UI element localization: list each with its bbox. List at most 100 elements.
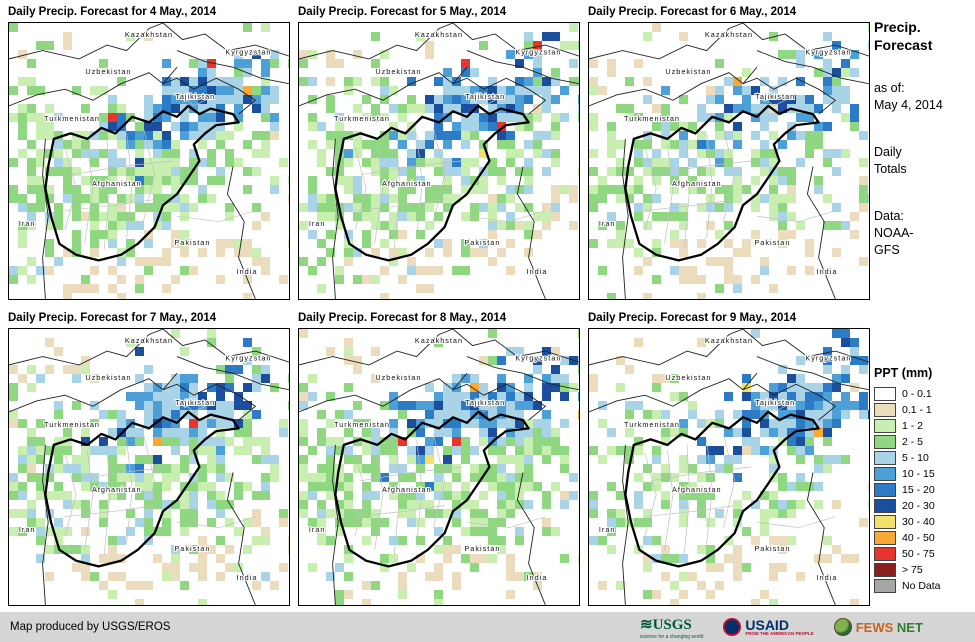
usgs-tagline: science for a changing world [640, 633, 704, 640]
legend-item-label: 40 - 50 [902, 532, 935, 544]
country-label-uzbekistan: Uzbekistan [85, 373, 131, 382]
country-label-afghanistan: Afghanistan [672, 485, 722, 494]
country-label-kyrgyzstan: Kyrgyzstan [515, 48, 561, 57]
map-frame: Kazakhstan Kyrgyzstan Uzbekistan Tajikistan… [8, 22, 290, 300]
legend-color-swatch [874, 435, 896, 449]
legend-item-label: 1 - 2 [902, 420, 924, 432]
country-label-uzbekistan: Uzbekistan [665, 67, 711, 76]
usgs-wave-icon: ≋ [640, 616, 653, 633]
legend-color-swatch [874, 563, 896, 577]
legend-item: 10 - 15 [874, 466, 974, 482]
legend-color-swatch [874, 499, 896, 513]
country-label-kyrgyzstan: Kyrgyzstan [805, 354, 851, 363]
country-label-afghanistan: Afghanistan [92, 485, 142, 494]
country-label-turkmenistan: Turkmenistan [44, 420, 100, 429]
country-label-india: India [817, 267, 838, 276]
panel-title: Daily Precip. Forecast for 5 May., 2014 [298, 6, 507, 18]
forecast-panel-may7: Daily Precip. Forecast for 7 May., 2014 … [8, 310, 290, 606]
legend-title: PPT (mm) [874, 366, 933, 380]
forecast-panel-may5: Daily Precip. Forecast for 5 May., 2014 … [298, 4, 580, 300]
country-label-iran: Iran [309, 219, 326, 228]
legend-item-label: 20 - 30 [902, 500, 935, 512]
country-label-pakistan: Pakistan [754, 238, 790, 247]
legend-color-swatch [874, 403, 896, 417]
legend-rows: 0 - 0.1 0.1 - 1 1 - 2 2 - 5 5 - 10 10 - … [874, 386, 974, 594]
legend-item-label: 50 - 75 [902, 548, 935, 560]
country-label-india: India [817, 573, 838, 582]
precip-forecast-map: Kazakhstan Kyrgyzstan Uzbekistan Tajikistan… [299, 23, 579, 299]
daily-totals-label: Daily Totals [874, 145, 907, 176]
country-label-tajikistan: Tajikistan [755, 92, 795, 101]
legend-item: > 75 [874, 562, 974, 578]
forecast-panel-may9: Daily Precip. Forecast for 9 May., 2014 … [588, 310, 870, 606]
country-label-uzbekistan: Uzbekistan [85, 67, 131, 76]
country-label-iran: Iran [19, 525, 36, 534]
country-label-turkmenistan: Turkmenistan [334, 420, 390, 429]
country-label-pakistan: Pakistan [174, 544, 210, 553]
country-label-tajikistan: Tajikistan [465, 92, 505, 101]
country-label-uzbekistan: Uzbekistan [375, 67, 421, 76]
country-label-turkmenistan: Turkmenistan [624, 114, 680, 123]
legend-item: 5 - 10 [874, 450, 974, 466]
legend-item-label: 15 - 20 [902, 484, 935, 496]
country-label-iran: Iran [599, 219, 616, 228]
legend-item: 20 - 30 [874, 498, 974, 514]
legend-color-swatch [874, 547, 896, 561]
map-frame: Kazakhstan Kyrgyzstan Uzbekistan Tajikistan… [298, 22, 580, 300]
country-label-tajikistan: Tajikistan [175, 398, 215, 407]
usaid-tagline: FROM THE AMERICAN PEOPLE [745, 630, 814, 636]
sidebar-title: Precip. Forecast [874, 19, 933, 54]
legend-item: 50 - 75 [874, 546, 974, 562]
legend-color-swatch [874, 531, 896, 545]
country-label-india: India [527, 573, 548, 582]
country-label-pakistan: Pakistan [754, 544, 790, 553]
sidebar: Precip. Forecast as of: May 4, 2014 Dail… [874, 18, 972, 289]
as-of-date: as of: May 4, 2014 [874, 81, 943, 113]
country-label-afghanistan: Afghanistan [672, 179, 722, 188]
country-label-tajikistan: Tajikistan [755, 398, 795, 407]
country-label-kyrgyzstan: Kyrgyzstan [225, 354, 271, 363]
legend-color-swatch [874, 419, 896, 433]
data-source-label: Data: NOAA- GFS [874, 208, 914, 257]
legend-color-swatch [874, 483, 896, 497]
country-label-turkmenistan: Turkmenistan [44, 114, 100, 123]
country-label-pakistan: Pakistan [174, 238, 210, 247]
map-frame: Kazakhstan Kyrgyzstan Uzbekistan Tajikistan… [588, 22, 870, 300]
forecast-panel-may8: Daily Precip. Forecast for 8 May., 2014 … [298, 310, 580, 606]
map-frame: Kazakhstan Kyrgyzstan Uzbekistan Tajikistan… [8, 328, 290, 606]
legend-item: 2 - 5 [874, 434, 974, 450]
legend-item-label: > 75 [902, 564, 923, 576]
legend-color-swatch [874, 515, 896, 529]
country-label-tajikistan: Tajikistan [465, 398, 505, 407]
forecast-panel-may4: Daily Precip. Forecast for 4 May., 2014 … [8, 4, 290, 300]
legend-item-label: 10 - 15 [902, 468, 935, 480]
legend-item: 40 - 50 [874, 530, 974, 546]
country-label-india: India [527, 267, 548, 276]
legend-item-label: No Data [902, 580, 941, 592]
precip-legend: PPT (mm) 0 - 0.1 0.1 - 1 1 - 2 2 - 5 5 -… [874, 366, 974, 594]
legend-item-label: 30 - 40 [902, 516, 935, 528]
usgs-logo: ≋USGS science for a changing world [640, 616, 704, 640]
country-label-iran: Iran [599, 525, 616, 534]
legend-color-swatch [874, 467, 896, 481]
precip-forecast-map: Kazakhstan Kyrgyzstan Uzbekistan Tajikistan… [9, 329, 289, 605]
country-label-kazakhstan: Kazakhstan [415, 30, 463, 39]
map-frame: Kazakhstan Kyrgyzstan Uzbekistan Tajikistan… [298, 328, 580, 606]
legend-item: 15 - 20 [874, 482, 974, 498]
country-label-afghanistan: Afghanistan [92, 179, 142, 188]
legend-color-swatch [874, 579, 896, 593]
precip-forecast-map: Kazakhstan Kyrgyzstan Uzbekistan Tajikistan… [589, 23, 869, 299]
legend-item-label: 2 - 5 [902, 436, 924, 448]
precip-forecast-map: Kazakhstan Kyrgyzstan Uzbekistan Tajikistan… [299, 329, 579, 605]
footer-logos: ≋USGS science for a changing world USAID… [640, 612, 923, 642]
usaid-logo: USAID FROM THE AMERICAN PEOPLE [723, 618, 814, 637]
legend-item: 30 - 40 [874, 514, 974, 530]
panel-title: Daily Precip. Forecast for 9 May., 2014 [588, 312, 797, 324]
fewsnet-globe-icon [833, 618, 852, 636]
legend-color-swatch [874, 387, 896, 401]
country-label-iran: Iran [309, 525, 326, 534]
precip-forecast-map: Kazakhstan Kyrgyzstan Uzbekistan Tajikistan… [589, 329, 869, 605]
country-label-kyrgyzstan: Kyrgyzstan [225, 48, 271, 57]
country-label-kazakhstan: Kazakhstan [705, 30, 753, 39]
legend-item: 0.1 - 1 [874, 402, 974, 418]
